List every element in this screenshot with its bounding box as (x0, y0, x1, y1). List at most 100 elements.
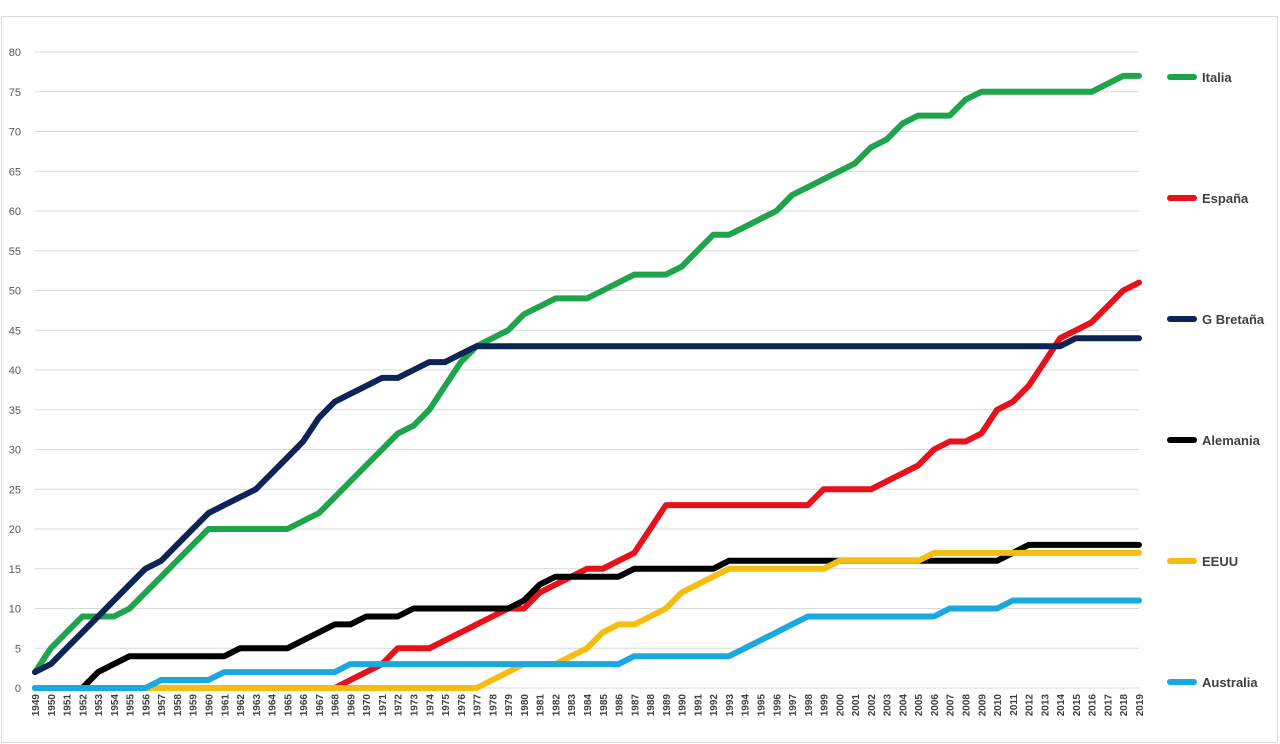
y-tick-label: 65 (9, 166, 21, 178)
y-tick-label: 30 (9, 445, 21, 457)
x-tick-label: 1968 (331, 694, 342, 717)
x-tick-label: 1983 (567, 694, 578, 717)
x-tick-label: 2014 (1056, 694, 1067, 717)
y-tick-label: 50 (9, 286, 21, 298)
x-tick-label: 1981 (536, 694, 547, 717)
x-tick-label: 1960 (204, 694, 215, 717)
x-tick-label: 2008 (962, 694, 973, 717)
x-tick-label: 2004 (898, 694, 909, 717)
x-tick-label: 1950 (47, 694, 58, 717)
x-tick-label: 2006 (930, 694, 941, 717)
x-tick-label: 1994 (741, 694, 752, 717)
series-line-eeuu (32, 549, 1142, 691)
series-line-australia (32, 597, 1142, 691)
y-tick-label: 80 (9, 47, 21, 59)
x-tick-label: 1979 (504, 694, 515, 717)
x-tick-label: 1973 (410, 694, 421, 717)
series-line-g-bretaña (32, 335, 1142, 676)
x-tick-label: 1991 (693, 694, 704, 717)
legend-item: Alemania (1167, 433, 1261, 448)
x-tick-label: 2002 (867, 694, 878, 717)
x-tick-label: 1992 (709, 694, 720, 717)
legend-label: Italia (1202, 70, 1232, 85)
x-tick-label: 2016 (1088, 694, 1099, 717)
legend-label: Australia (1202, 675, 1258, 690)
x-tick-label: 1993 (725, 694, 736, 717)
x-tick-label: 1954 (110, 694, 121, 717)
x-tick-label: 1986 (615, 694, 626, 717)
x-tick-label: 1965 (283, 694, 294, 717)
y-tick-label: 20 (9, 524, 21, 536)
x-tick-label: 2000 (835, 694, 846, 717)
legend: Italia España G Bretaña Alemania EEUU Austral… (1167, 70, 1265, 690)
legend-label: EEUU (1202, 554, 1238, 569)
x-tick-label: 1985 (599, 694, 610, 717)
x-tick-label: 2009 (977, 694, 988, 717)
x-tick-label: 2005 (914, 694, 925, 717)
x-tick-label: 1967 (315, 694, 326, 717)
x-tick-label: 1974 (425, 694, 436, 717)
gridlines (35, 51, 1139, 689)
legend-label: España (1202, 191, 1249, 206)
y-tick-label: 55 (9, 246, 21, 258)
x-tick-label: 1988 (646, 694, 657, 717)
x-tick-label: 1982 (551, 694, 562, 717)
x-tick-label: 1970 (362, 694, 373, 717)
x-tick-label: 2012 (1025, 694, 1036, 717)
x-tick-label: 1951 (63, 694, 74, 717)
x-tick-label: 2017 (1103, 694, 1114, 717)
series-line-alemania (32, 541, 1142, 691)
y-axis-ticks: 0 5 10 15 20 25 30 35 40 45 50 55 60 65 70 75 80 (9, 47, 21, 695)
x-tick-label: 1955 (126, 694, 137, 717)
x-tick-label: 1969 (346, 694, 357, 717)
x-tick-label: 2015 (1072, 694, 1083, 717)
x-tick-label: 2010 (993, 694, 1004, 717)
y-tick-label: 10 (9, 604, 21, 616)
x-tick-label: 1961 (220, 694, 231, 717)
x-tick-label: 1963 (252, 694, 263, 717)
x-tick-label: 2007 (946, 694, 957, 717)
legend-item: Italia (1167, 70, 1232, 85)
y-tick-label: 0 (15, 683, 21, 695)
x-tick-label: 1956 (141, 694, 152, 717)
x-axis-ticks: 1949 1950 1951 1952 1953 1954 1955 1956 1957 1958… (31, 694, 1146, 717)
y-tick-label: 25 (9, 484, 21, 496)
legend-item: Australia (1167, 675, 1258, 690)
y-tick-label: 5 (15, 643, 21, 655)
x-tick-label: 1987 (630, 694, 641, 717)
y-tick-label: 70 (9, 127, 21, 139)
x-tick-label: 1964 (268, 694, 279, 717)
x-tick-label: 1975 (441, 694, 452, 717)
x-tick-label: 1976 (457, 694, 468, 717)
x-tick-label: 1980 (520, 694, 531, 717)
x-tick-label: 2003 (883, 694, 894, 717)
series-line-italia (32, 72, 1142, 676)
y-tick-label: 75 (9, 87, 21, 99)
series-lines (32, 72, 1142, 691)
x-tick-label: 2019 (1135, 694, 1146, 717)
x-tick-label: 1990 (678, 694, 689, 717)
x-tick-label: 1962 (236, 694, 247, 717)
x-tick-label: 2011 (1009, 694, 1020, 716)
x-tick-label: 1966 (299, 694, 310, 717)
legend-label: G Bretaña (1202, 312, 1265, 327)
legend-label: Alemania (1202, 433, 1261, 448)
x-tick-label: 1953 (94, 694, 105, 717)
x-tick-label: 1977 (473, 694, 484, 717)
x-tick-label: 1972 (394, 694, 405, 717)
x-tick-label: 2013 (1040, 694, 1051, 717)
legend-item: España (1167, 191, 1249, 206)
x-tick-label: 1997 (788, 694, 799, 717)
x-tick-label: 1984 (583, 694, 594, 717)
x-tick-label: 1952 (78, 694, 89, 717)
x-tick-label: 1995 (756, 694, 767, 717)
x-tick-label: 1957 (157, 694, 168, 717)
legend-item: EEUU (1167, 554, 1238, 569)
x-tick-label: 1959 (189, 694, 200, 717)
x-tick-label: 2001 (851, 694, 862, 717)
y-tick-label: 60 (9, 206, 21, 218)
x-tick-label: 1998 (804, 694, 815, 717)
x-tick-label: 1958 (173, 694, 184, 717)
y-tick-label: 35 (9, 405, 21, 417)
